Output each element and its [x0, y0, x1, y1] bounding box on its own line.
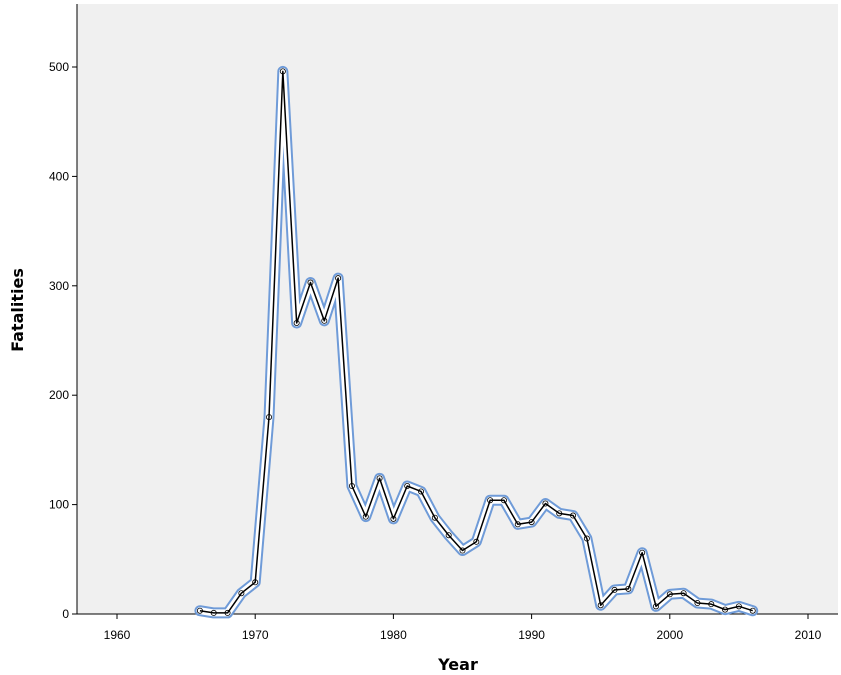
data-point [735, 603, 742, 610]
data-point [390, 515, 397, 522]
x-tick-label: 1980 [380, 628, 407, 642]
data-point [487, 497, 494, 504]
data-point [210, 609, 217, 616]
data-point [252, 579, 259, 586]
data-point [473, 538, 480, 545]
x-tick-label: 1970 [242, 628, 269, 642]
data-point [266, 414, 273, 421]
data-point [362, 513, 369, 520]
data-point [556, 510, 563, 517]
data-point [431, 514, 438, 521]
data-point [639, 549, 646, 556]
data-point [652, 603, 659, 610]
data-point [279, 68, 286, 75]
data-point [376, 475, 383, 482]
data-point [583, 535, 590, 542]
data-point [542, 500, 549, 507]
data-point [196, 607, 203, 614]
y-tick-label: 500 [49, 60, 69, 74]
x-tick-label: 2010 [795, 628, 822, 642]
data-point [238, 590, 245, 597]
y-axis-title: Fatalities [8, 268, 27, 352]
data-point [307, 279, 314, 286]
data-point [528, 519, 535, 526]
data-point [749, 607, 756, 614]
data-point [625, 585, 632, 592]
data-point [708, 601, 715, 608]
data-point [514, 521, 521, 528]
data-point [224, 609, 231, 616]
data-point [570, 512, 577, 519]
data-point [694, 600, 701, 607]
data-point [459, 547, 466, 554]
data-point [597, 602, 604, 609]
y-tick-label: 0 [62, 607, 69, 621]
y-tick-label: 400 [49, 169, 69, 183]
data-point [611, 586, 618, 593]
plot-area [77, 4, 838, 614]
x-tick-label: 1960 [104, 628, 131, 642]
series-layer [194, 65, 759, 619]
x-tick-label: 1990 [518, 628, 545, 642]
data-point [418, 488, 425, 495]
data-point [666, 591, 673, 598]
x-axis-title: Year [437, 655, 478, 674]
y-tick-label: 200 [49, 388, 69, 402]
y-axis-ticks: 0 100 200 300 400 500 [49, 60, 77, 621]
y-tick-label: 100 [49, 498, 69, 512]
data-point [445, 532, 452, 539]
data-point [500, 497, 507, 504]
data-point [293, 319, 300, 326]
data-point [722, 606, 729, 613]
data-point [348, 483, 355, 490]
series-line [199, 70, 753, 614]
data-point [404, 483, 411, 490]
data-point [680, 590, 687, 597]
data-point [321, 317, 328, 324]
x-tick-label: 2000 [656, 628, 683, 642]
data-point [335, 275, 342, 282]
x-axis-ticks: 1960 1970 1980 1990 2000 2010 [104, 614, 822, 642]
y-tick-label: 300 [49, 279, 69, 293]
